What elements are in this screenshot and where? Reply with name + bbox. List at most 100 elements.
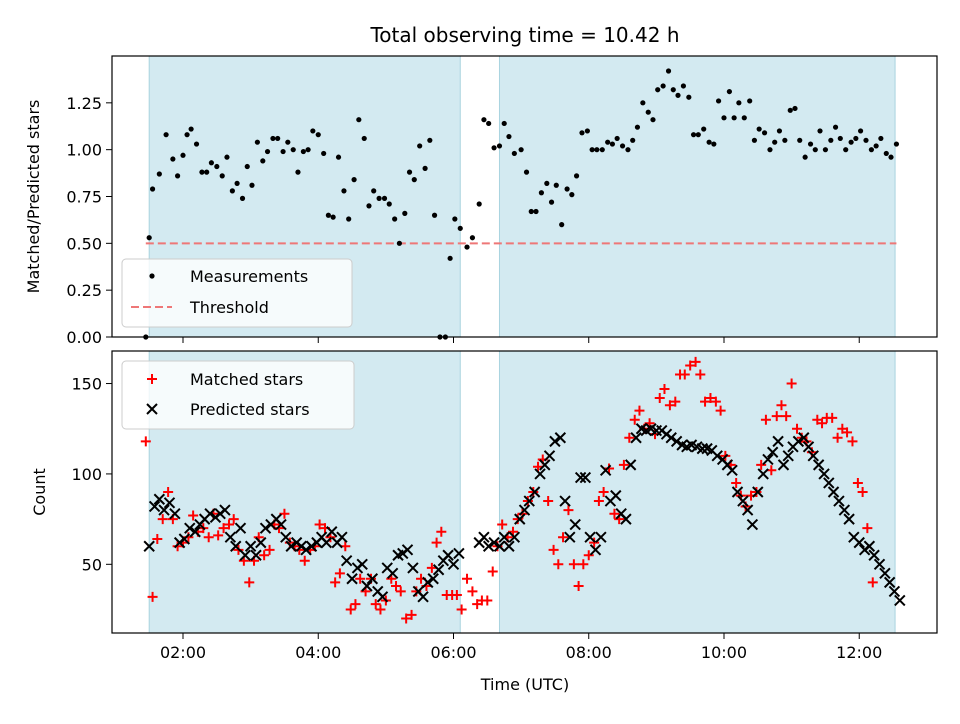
measurement-point (579, 130, 585, 136)
predicted-star-point (259, 522, 272, 534)
predicted-star-point (539, 459, 551, 471)
matched-star-point (467, 586, 478, 597)
predicted-star-point (336, 531, 348, 543)
predicted-star-point (599, 464, 612, 477)
x-tick-label-0: 02:00 (160, 643, 206, 662)
matched-star-point (406, 609, 417, 620)
measurement-point (569, 192, 575, 198)
matched-star-point (431, 537, 442, 548)
legend-predicted-label: Predicted stars (190, 400, 310, 419)
measurement-point (376, 195, 382, 201)
measurement-point (883, 150, 889, 157)
matched-star-point (140, 436, 151, 447)
measurement-point (486, 120, 492, 127)
legend-matched-marker (147, 374, 157, 384)
predicted-star-point (250, 549, 262, 561)
predicted-star-point (584, 531, 596, 543)
predicted-star-point (386, 567, 399, 580)
matched-star-point (862, 523, 873, 534)
predicted-star-point (417, 591, 429, 603)
measurement-point (244, 163, 250, 170)
measurement-point (402, 210, 408, 216)
matched-star-point (218, 523, 229, 534)
y-tick-label-2: 150 (71, 375, 102, 394)
measurement-point (594, 147, 600, 153)
predicted-star-point (564, 531, 576, 543)
matched-star-point (558, 532, 569, 543)
predicted-star-point (488, 536, 500, 549)
predicted-star-point (366, 573, 379, 585)
measurement-point (736, 100, 742, 106)
measurement-point (511, 150, 517, 157)
predicted-star-point (879, 567, 891, 580)
measurement-point (675, 92, 681, 98)
legend-bottom-box (121, 360, 355, 430)
predicted-star-point (888, 585, 901, 598)
predicted-star-point (427, 573, 439, 585)
measurement-point (893, 141, 900, 147)
y-tick-label-0: 50 (82, 555, 102, 574)
measurement-point (188, 126, 194, 132)
measurement-point (857, 128, 864, 134)
predicted-star-point (401, 544, 414, 556)
matched-star-point (842, 427, 853, 438)
predicted-star-point (620, 513, 632, 525)
matched-star-point (345, 604, 356, 615)
predicted-star-point (833, 495, 845, 507)
measurement-point (310, 128, 316, 134)
measurement-point (614, 135, 620, 142)
measurement-point (481, 117, 487, 123)
predicted-star-point (731, 486, 744, 498)
matched-star-point (792, 423, 803, 434)
measurement-point (234, 180, 240, 186)
measurement-point (356, 117, 362, 123)
measurement-point (457, 225, 463, 231)
measurement-point (645, 109, 651, 115)
measurement-point (199, 169, 205, 175)
measurement-point (767, 147, 773, 153)
matched-star-point (776, 400, 787, 411)
matched-star-point (847, 436, 858, 447)
predicted-star-point (482, 540, 495, 552)
predicted-star-point (711, 450, 723, 462)
predicted-star-point (275, 518, 287, 531)
measurement-point (853, 135, 859, 142)
measurement-point (351, 177, 357, 183)
plot-frame-0 (111, 55, 938, 338)
measurement-point (396, 240, 402, 246)
matched-star-point (334, 568, 345, 579)
measurement-point (249, 182, 255, 188)
measurement-point (518, 147, 524, 153)
measurement-point (341, 188, 347, 194)
measurement-point (321, 150, 327, 157)
legend-top-box (121, 258, 353, 328)
matched-star-point (147, 591, 158, 602)
predicted-star-point (665, 432, 677, 444)
matched-star-point (771, 411, 782, 422)
predicted-star-point (782, 450, 794, 462)
measurement-point (280, 148, 286, 155)
measurement-point (609, 141, 616, 147)
predicted-star-point (843, 513, 855, 525)
matched-star-point (634, 405, 645, 416)
measurement-point (686, 94, 692, 100)
legend-top: Measurements Threshold (121, 258, 353, 328)
matched-star-point (456, 604, 467, 615)
measurement-point (701, 126, 707, 132)
matched-star-point (659, 383, 670, 394)
matched-star-point (852, 477, 863, 488)
measurement-point (706, 139, 712, 145)
measurement-point (208, 160, 215, 166)
matched-star-point (695, 369, 706, 380)
matched-star-point (832, 432, 843, 443)
matched-star-point (553, 559, 564, 570)
predicted-star-point (762, 453, 774, 466)
predicted-star-point (326, 526, 338, 538)
measurement-point (174, 173, 181, 179)
measurement-point (832, 124, 839, 130)
matched-star-point (817, 418, 828, 429)
measurement-point (711, 141, 717, 147)
predicted-star-point (224, 531, 237, 543)
predicted-star-point (285, 540, 297, 552)
y-tick-label-1: 0.25 (66, 281, 102, 300)
